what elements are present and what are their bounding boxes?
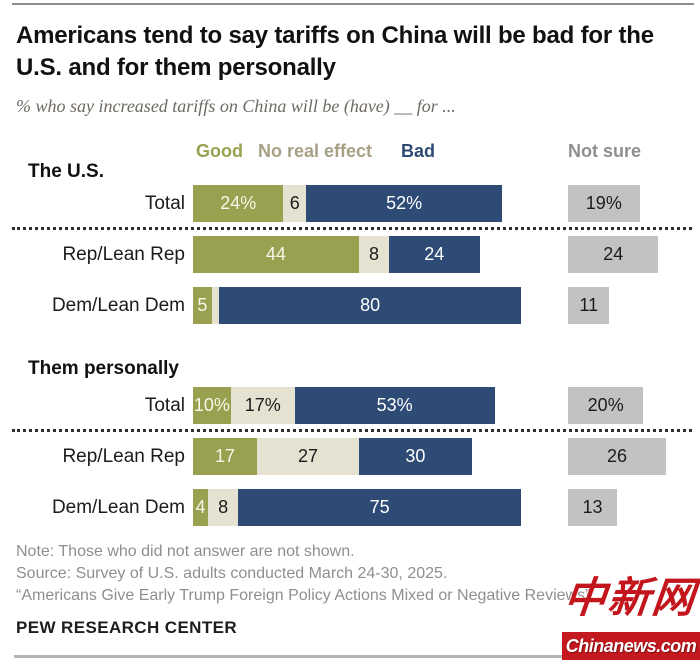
segment-not-sure: 20% [568, 387, 644, 424]
legend-no-real-effect: No real effect [258, 141, 373, 161]
legend-bad: Bad [401, 141, 436, 161]
bar-row-us-dem: Dem/Lean Dem 5 80 11 [0, 287, 700, 324]
segment-bad: 75 [238, 489, 521, 526]
segment-no-real-effect: 27 [257, 438, 359, 475]
legend-not-sure: Not sure [568, 141, 642, 161]
segment-no-real-effect: 17% [230, 387, 295, 424]
stacked-bar: 5 80 [193, 287, 521, 324]
dotted-divider [12, 429, 692, 432]
segment-good: 4 [193, 489, 209, 526]
segment-not-sure: 24 [568, 236, 659, 273]
stacked-bar: 17 27 30 [193, 438, 472, 475]
section-label-them-personally: Them personally [28, 358, 179, 379]
segment-good: 10% [193, 387, 231, 424]
bar-row-personal-rep: Rep/Lean Rep 17 27 30 26 [0, 438, 700, 475]
top-divider [12, 3, 694, 5]
segment-not-sure: 26 [568, 438, 667, 475]
segment-not-sure: 19% [568, 185, 640, 222]
stacked-bar: 4 8 75 [193, 489, 521, 526]
bottom-divider [14, 655, 692, 658]
segment-good: 44 [193, 236, 359, 273]
chinanews-url-banner: Chinanews.com [562, 632, 700, 660]
bar-row-us-rep: Rep/Lean Rep 44 8 24 24 [0, 236, 700, 273]
segment-bad: 53% [294, 387, 495, 424]
chart-title: Americans tend to say tariffs on China w… [16, 22, 654, 82]
legend-good: Good [196, 141, 243, 161]
segment-not-sure: 11 [568, 287, 610, 324]
row-label: Dem/Lean Dem [51, 295, 185, 316]
segment-no-real-effect: 8 [208, 489, 239, 526]
segment-good: 17 [193, 438, 258, 475]
footnote-source: Source: Survey of U.S. adults conducted … [16, 565, 448, 582]
pew-research-center-brand: PEW RESEARCH CENTER [16, 618, 238, 637]
dotted-divider [12, 227, 692, 230]
segment-not-sure: 13 [568, 489, 617, 526]
section-label-the-us: The U.S. [28, 161, 105, 182]
row-label: Total [144, 395, 185, 416]
row-label: Total [144, 193, 185, 214]
chart-subtitle: % who say increased tariffs on China wil… [16, 96, 456, 116]
segment-good: 24% [193, 185, 284, 222]
row-label: Rep/Lean Rep [62, 244, 185, 265]
segment-no-real-effect: 6 [283, 185, 307, 222]
bar-row-us-total: Total 24% 6 52% 19% [0, 185, 700, 222]
segment-no-real-effect [211, 287, 220, 324]
segment-bad: 80 [219, 287, 521, 324]
segment-bad: 24 [389, 236, 480, 273]
segment-bad: 52% [306, 185, 503, 222]
stacked-bar: 24% 6 52% [193, 185, 503, 222]
footnote-report-title: “Americans Give Early Trump Foreign Poli… [16, 587, 591, 604]
bar-row-personal-dem: Dem/Lean Dem 4 8 75 13 [0, 489, 700, 526]
segment-no-real-effect: 8 [358, 236, 390, 273]
row-label: Dem/Lean Dem [51, 497, 185, 518]
segment-good: 5 [193, 287, 212, 324]
chinanews-logo: 中新网 [561, 576, 699, 622]
stacked-bar: 10% 17% 53% [193, 387, 495, 424]
segment-bad: 30 [358, 438, 472, 475]
stacked-bar: 44 8 24 [193, 236, 480, 273]
bar-row-personal-total: Total 10% 17% 53% 20% [0, 387, 700, 424]
row-label: Rep/Lean Rep [62, 446, 185, 467]
footnote-note: Note: Those who did not answer are not s… [16, 543, 355, 560]
